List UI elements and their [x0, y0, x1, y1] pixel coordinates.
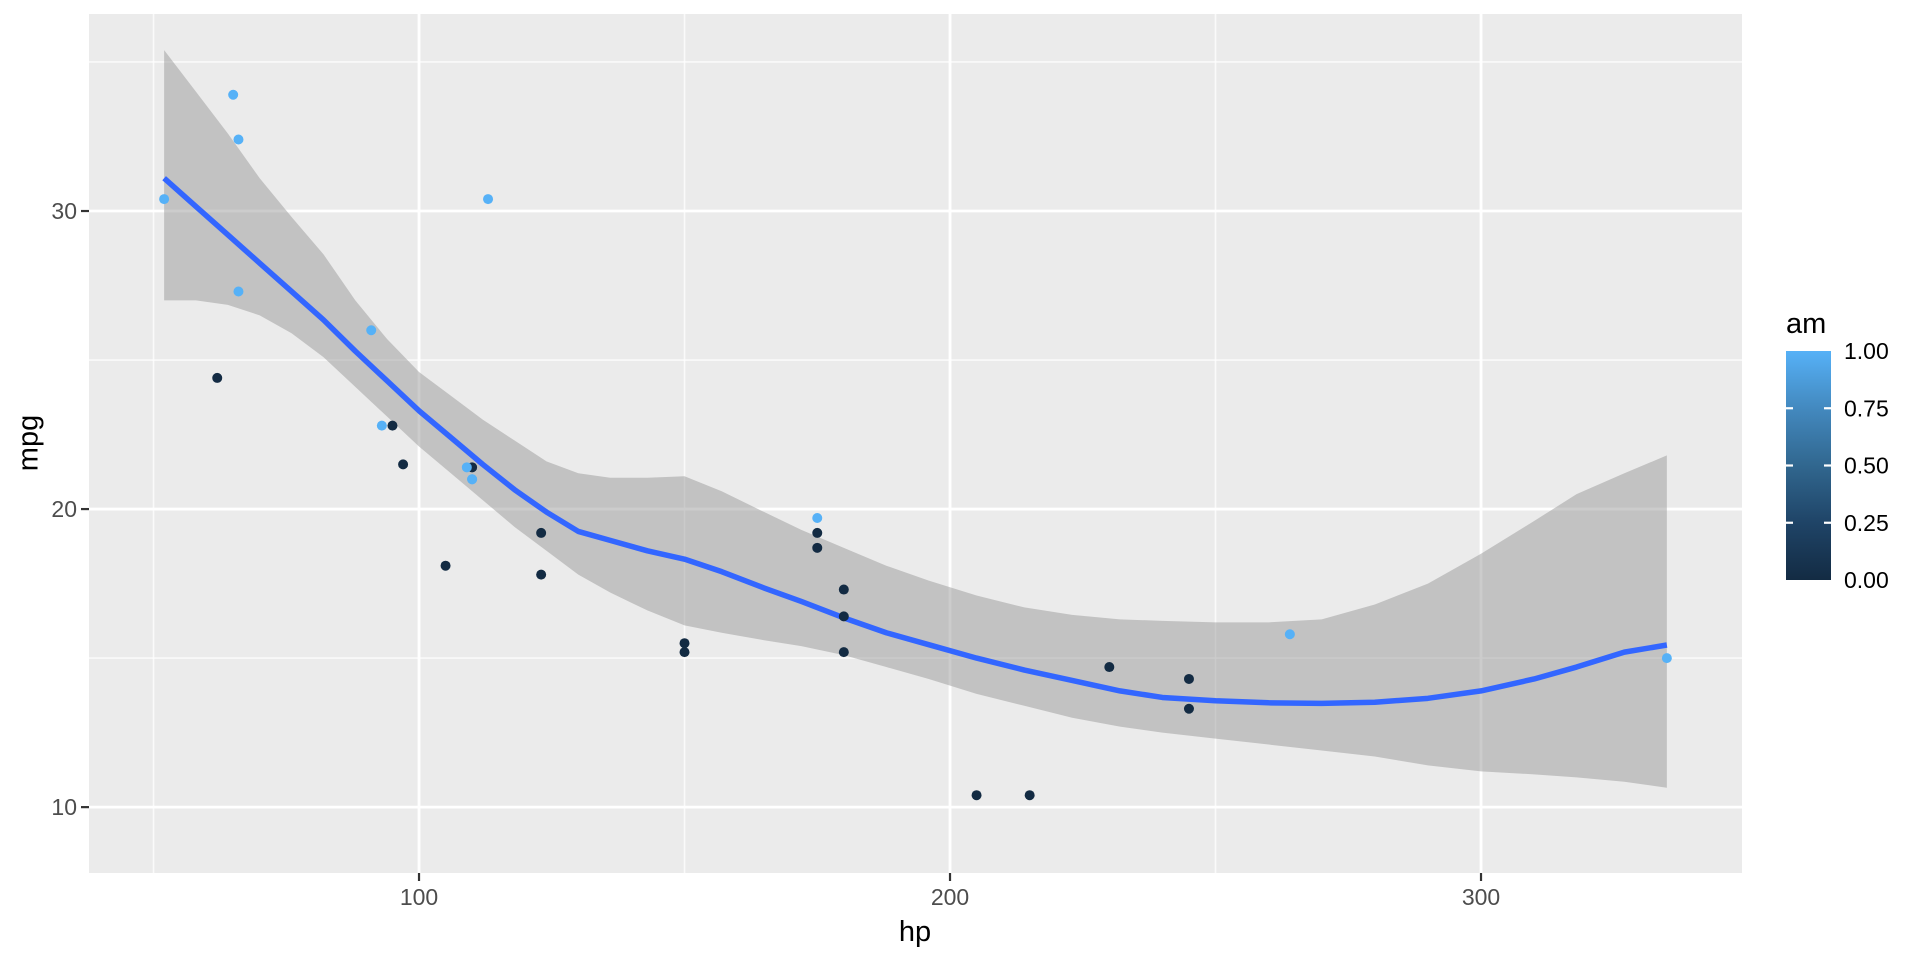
data-point — [971, 790, 982, 801]
y-tick-label: 10 — [51, 794, 77, 820]
data-point — [536, 569, 547, 580]
data-point — [228, 89, 239, 100]
data-point — [212, 372, 223, 383]
data-point — [1183, 703, 1194, 714]
data-point — [366, 325, 377, 336]
y-tick-label: 30 — [51, 198, 77, 224]
data-point — [679, 647, 690, 658]
legend-break-label: 0.25 — [1844, 510, 1889, 536]
legend-break-label: 1.00 — [1844, 338, 1889, 364]
legend-break-label: 0.75 — [1844, 395, 1889, 421]
data-point — [159, 194, 170, 205]
legend-break-label: 0.50 — [1844, 453, 1889, 479]
y-tick-label: 20 — [51, 496, 77, 522]
legend-break-label: 0.00 — [1844, 567, 1889, 593]
data-point — [838, 584, 849, 595]
data-point — [1104, 662, 1115, 673]
data-point — [398, 459, 409, 470]
data-point — [483, 194, 494, 205]
data-point — [1183, 673, 1194, 684]
data-point — [1661, 653, 1672, 664]
data-point — [679, 638, 690, 649]
data-point — [812, 527, 823, 538]
data-point — [233, 134, 244, 145]
legend-gradient-bar — [1786, 351, 1831, 580]
x-tick-label: 300 — [1462, 884, 1500, 910]
data-point — [1284, 629, 1295, 640]
loess-smooth-line — [162, 176, 1668, 707]
legend-title: am — [1786, 308, 1827, 340]
data-point — [440, 560, 451, 571]
data-point — [812, 542, 823, 553]
data-point — [812, 513, 823, 524]
x-axis-title: hp — [898, 916, 932, 948]
data-point — [467, 474, 478, 485]
data-point — [461, 462, 472, 473]
x-tick-label: 200 — [931, 884, 969, 910]
x-tick-label: 100 — [400, 884, 438, 910]
panel-content — [159, 50, 1672, 801]
data-point — [233, 286, 244, 297]
y-axis-title: mpg — [12, 414, 45, 472]
data-point — [536, 527, 547, 538]
data-point — [838, 647, 849, 658]
data-point — [387, 420, 398, 431]
data-point — [838, 611, 849, 622]
data-point — [1024, 790, 1035, 801]
data-point — [376, 420, 387, 431]
